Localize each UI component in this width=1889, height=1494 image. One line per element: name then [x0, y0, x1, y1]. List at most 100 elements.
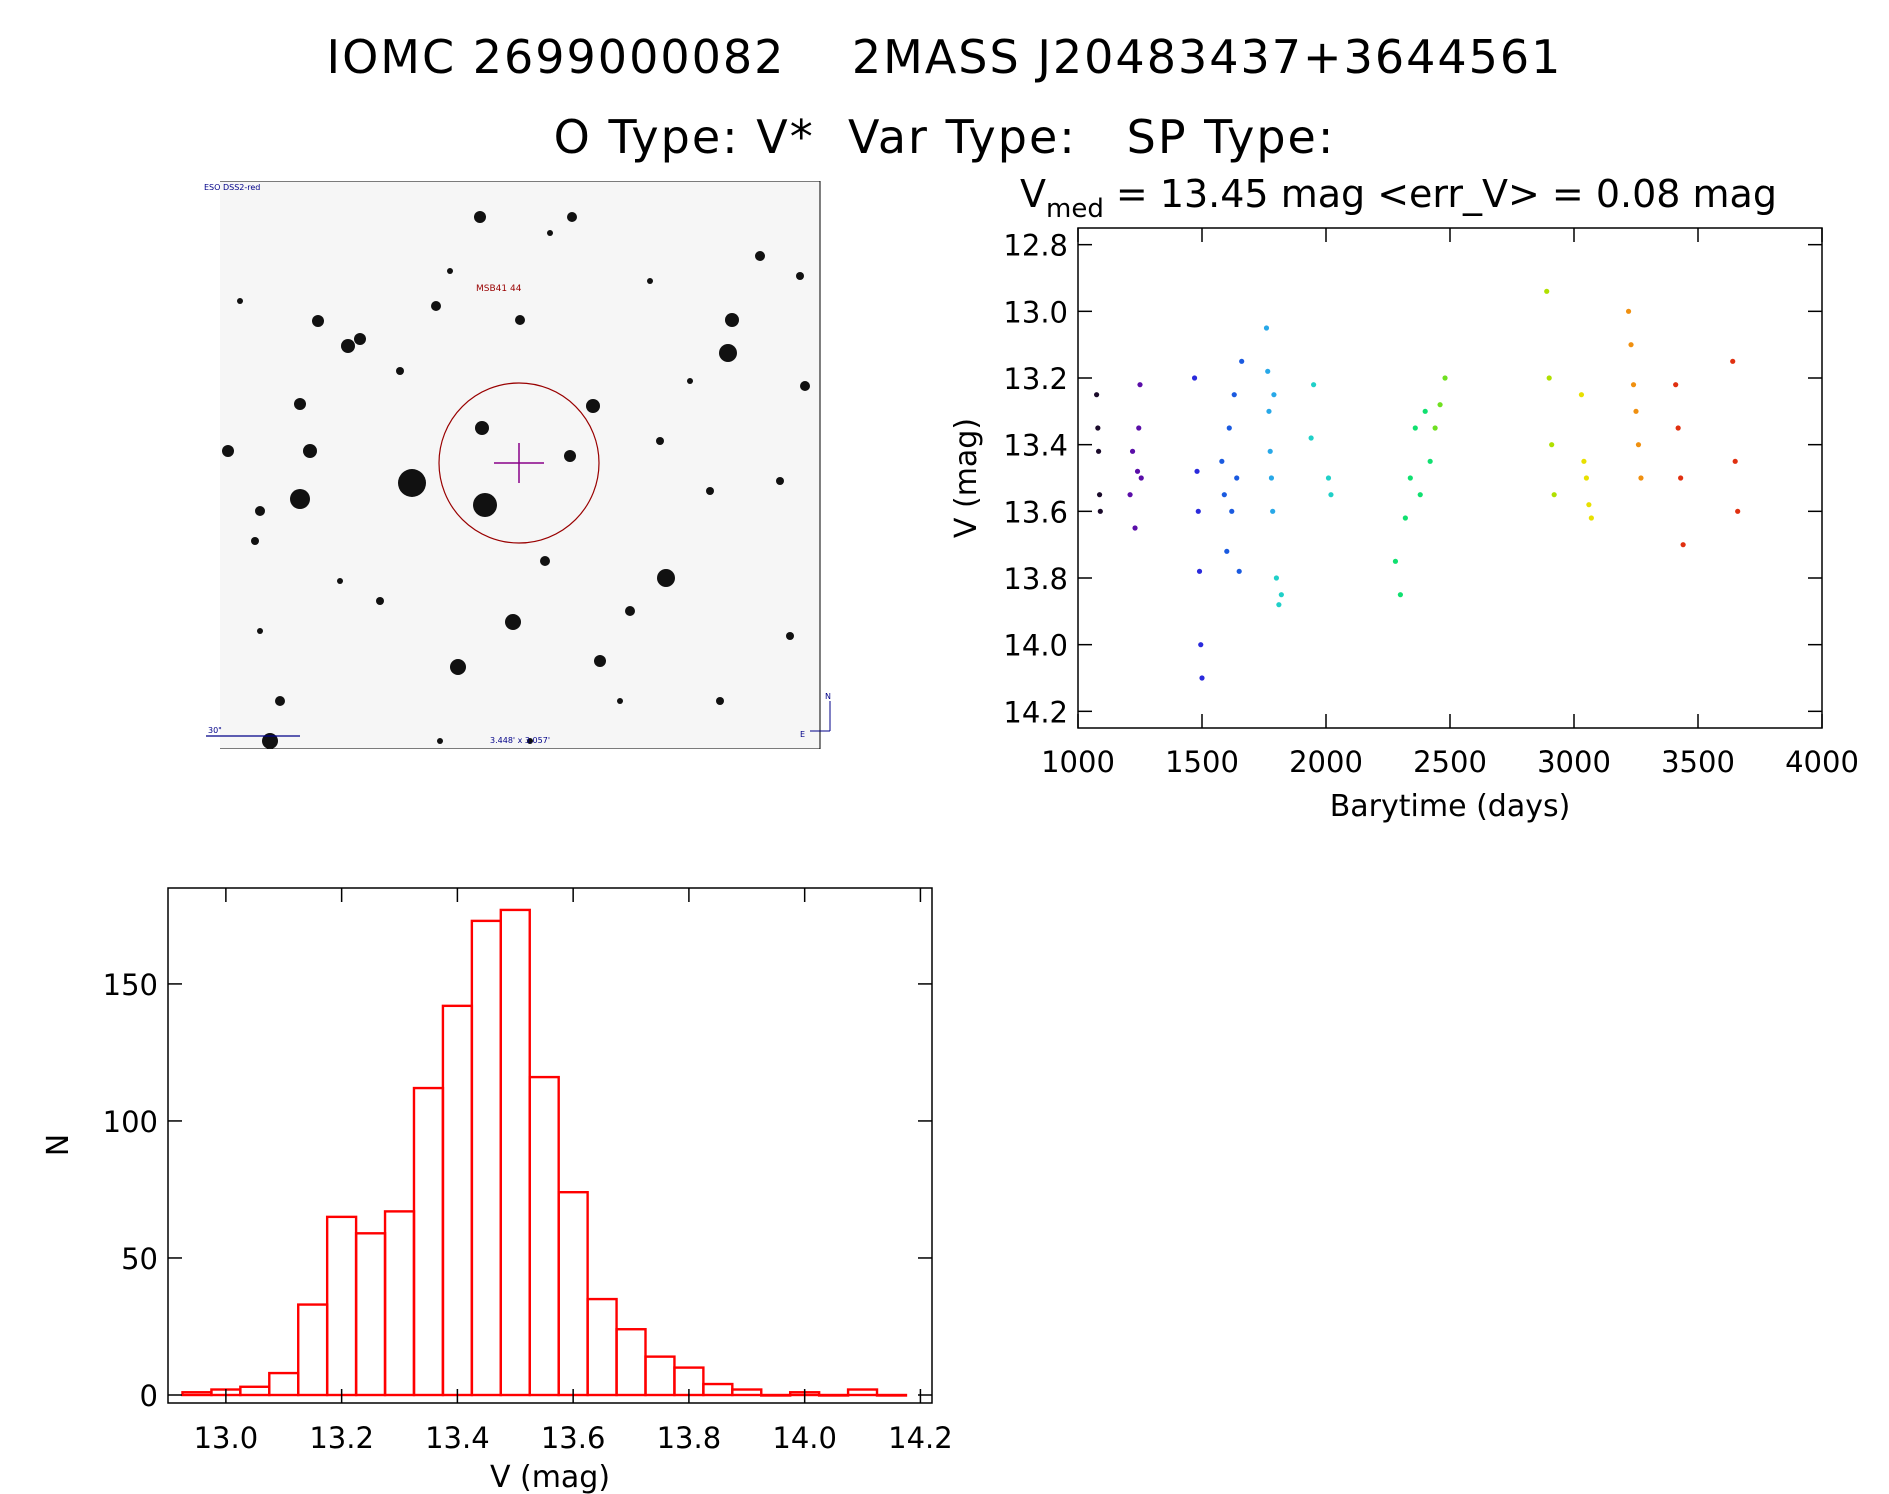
lc-x-axis-label: Barytime (days): [1330, 789, 1571, 824]
lc-y-tick-label: 13.4: [1003, 429, 1068, 463]
lc-y-tick-label: 12.8: [1003, 229, 1068, 263]
lc-data-point: [1219, 458, 1225, 464]
lc-data-point: [1427, 458, 1433, 464]
lc-data-point: [1094, 392, 1100, 398]
hist-bar: [499, 908, 531, 1397]
lc-data-point: [1583, 475, 1589, 481]
lc-data-point: [1392, 558, 1399, 564]
lc-data-point: [1628, 342, 1634, 348]
compass-north-label: N: [825, 692, 831, 701]
target-aperture-circle: [438, 382, 600, 544]
finder-survey-label: ESO DSS2-red: [204, 183, 260, 192]
hist-bar: [817, 1393, 850, 1397]
finder-scale-label: 30": [208, 726, 222, 735]
finder-target-label: MSB41 44: [476, 284, 522, 294]
finder-fov-label: 3.448' x 3.057': [490, 736, 550, 745]
lc-data-point: [1432, 425, 1438, 431]
lc-data-point: [1194, 468, 1200, 474]
hist-bar: [875, 1393, 908, 1397]
lc-data-point: [1549, 442, 1555, 448]
lc-data-point: [1325, 475, 1332, 481]
lc-data-point: [1308, 435, 1314, 441]
hist-x-tick-label: 13.2: [309, 1421, 374, 1455]
hist-bar: [615, 1328, 647, 1397]
lc-data-point: [1442, 375, 1448, 381]
lc-data-point: [1680, 542, 1686, 548]
lc-data-point: [1730, 358, 1736, 364]
lc-data-point: [1735, 508, 1741, 514]
chart-title-ids: IOMC 2699000082 2MASS J20483437+3644561: [326, 30, 1563, 84]
hist-bar: [528, 1075, 560, 1397]
lc-data-point: [1546, 375, 1552, 381]
lc-data-point: [1625, 308, 1632, 314]
hist-bar: [239, 1385, 271, 1397]
lc-x-tick-label: 3500: [1661, 745, 1735, 779]
hist-bar: [702, 1382, 734, 1397]
lc-data-point: [1635, 442, 1642, 448]
lc-data-point: [1544, 288, 1550, 294]
hist-y-tick-label: 100: [103, 1105, 158, 1139]
lc-stats-prefix: V: [1020, 172, 1046, 216]
lc-data-point: [1273, 575, 1279, 581]
lc-data-point: [1328, 492, 1334, 498]
lc-data-point: [1551, 492, 1557, 498]
lc-stats-rest: = 13.45 mag <err_V> = 0.08 mag: [1104, 172, 1777, 216]
lc-data-point: [1638, 475, 1644, 481]
lc-data-point: [1630, 382, 1637, 388]
lc-data-point: [1199, 675, 1205, 681]
lc-data-point: [1129, 448, 1136, 454]
compass-icon: [810, 701, 831, 732]
lc-data-point: [1221, 492, 1227, 498]
hist-x-tick-label: 13.6: [541, 1421, 606, 1455]
lc-data-point: [1198, 642, 1204, 648]
finder-chart-image: ESO DSS2-red MSB41 44 30" 3.448' x 3.057…: [200, 181, 840, 749]
hist-bar: [731, 1388, 763, 1397]
lc-data-point: [1127, 492, 1133, 498]
lc-y-axis-label: V (mag): [949, 418, 984, 538]
lc-data-point: [1581, 458, 1587, 464]
lc-data-point: [1096, 492, 1103, 498]
lc-data-point: [1278, 592, 1284, 598]
chart-title-types: O Type: V* Var Type: SP Type:: [553, 110, 1336, 164]
lc-x-tick-label: 1000: [1041, 745, 1115, 779]
lc-data-point: [1134, 468, 1141, 474]
lc-y-tick-label: 13.2: [1003, 362, 1068, 396]
lc-data-point: [1195, 508, 1201, 514]
lc-data-point: [1226, 425, 1232, 431]
lc-y-tick-label: 13.6: [1003, 495, 1068, 529]
lc-data-point: [1673, 382, 1679, 388]
compass-east-label: E: [800, 730, 805, 739]
lc-stats-subscript: med: [1046, 194, 1104, 224]
lc-data-point: [1422, 408, 1428, 414]
lc-data-point: [1239, 358, 1245, 364]
lc-data-point: [1265, 368, 1271, 374]
lc-data-point: [1407, 475, 1413, 481]
hist-y-tick-label: 0: [140, 1379, 158, 1413]
lc-y-tick-label: 14.0: [1003, 629, 1068, 663]
lc-data-point: [1402, 515, 1408, 521]
lc-data-point: [1229, 508, 1235, 514]
lc-data-point: [1196, 568, 1203, 574]
lc-data-point: [1311, 382, 1317, 388]
target-crosshair: [494, 443, 544, 483]
hist-bar: [557, 1190, 589, 1397]
hist-bar: [297, 1303, 329, 1397]
lc-data-point: [1268, 475, 1275, 481]
field-stars: [222, 211, 810, 749]
lc-data-point: [1412, 425, 1418, 431]
lc-x-tick-label: 4000: [1785, 745, 1859, 779]
lc-data-point: [1633, 408, 1639, 414]
lc-y-tick-label: 14.2: [1003, 695, 1068, 729]
lc-data-point: [1132, 525, 1138, 531]
hist-bar: [644, 1355, 676, 1397]
lc-data-point: [1578, 392, 1585, 398]
lc-data-point: [1397, 592, 1403, 598]
lc-plot-frame: [1077, 227, 1823, 729]
lc-data-point: [1191, 375, 1198, 381]
hist-y-axis-label: N: [41, 1134, 76, 1156]
hist-bar: [325, 1215, 358, 1397]
hist-x-tick-label: 13.8: [657, 1421, 722, 1455]
hist-bar: [412, 1086, 445, 1397]
lc-x-tick-label: 2500: [1413, 745, 1487, 779]
lc-data-point: [1588, 515, 1594, 521]
